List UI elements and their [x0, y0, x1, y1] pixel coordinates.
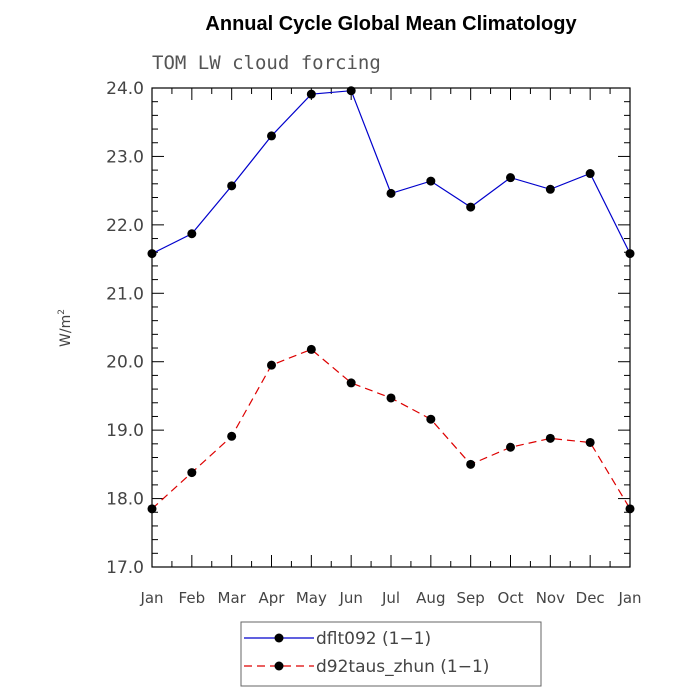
data-point [585, 169, 595, 179]
axis-ticks [151, 87, 631, 568]
legend-marker [274, 633, 284, 643]
y-axis-label-superscript: 2 [57, 309, 67, 315]
data-point [625, 249, 635, 259]
chart-subtitle: TOM LW cloud forcing [152, 52, 381, 74]
x-tick-label: Mar [218, 589, 247, 607]
data-point [267, 131, 276, 141]
series-line [151, 90, 631, 255]
data-point [386, 188, 396, 198]
x-tick-label: Dec [576, 589, 605, 607]
y-tick-label: 20.0 [106, 353, 144, 373]
series-layer [147, 86, 635, 514]
data-point [187, 468, 197, 478]
data-point [227, 431, 237, 441]
legend: dflt092 (1−1) d92taus_zhun (1−1) [240, 621, 542, 687]
legend-entries: dflt092 (1−1) d92taus_zhun (1−1) [244, 629, 489, 677]
y-tick-label: 18.0 [106, 490, 144, 510]
data-point [346, 86, 356, 96]
y-tick-label: 22.0 [106, 216, 144, 236]
data-point [386, 393, 396, 403]
data-point [506, 442, 515, 452]
y-tick-label: 19.0 [106, 421, 144, 441]
y-tick-label: 21.0 [106, 284, 144, 304]
x-tick-label: Jul [381, 589, 400, 607]
x-tick-label: Jan [617, 589, 641, 607]
x-tick-label: Sep [457, 589, 485, 607]
plot-frame [151, 87, 631, 568]
data-point [227, 181, 237, 191]
x-tick-label: Feb [179, 589, 206, 607]
data-point [426, 414, 436, 424]
x-tick-labels: Jan Feb Mar Apr May Jun Jul Aug Sep Oct Nov Dec Jan [139, 589, 641, 607]
y-axis-label: W/m2 [57, 309, 74, 347]
y-tick-label: 17.0 [106, 558, 144, 578]
data-point [545, 184, 555, 194]
data-point [585, 437, 595, 447]
legend-marker [274, 661, 284, 671]
x-tick-label: Aug [416, 589, 445, 607]
x-tick-label: May [296, 589, 327, 607]
series-2 [147, 344, 635, 514]
svg-text:W/m2: W/m2 [57, 309, 74, 347]
y-axis-label-base: W/m [58, 315, 74, 347]
x-tick-label: Jun [338, 589, 362, 607]
series-1 [147, 86, 635, 259]
legend-label: dflt092 (1−1) [316, 629, 431, 649]
data-point [466, 202, 476, 212]
data-point [466, 459, 476, 469]
data-point [426, 176, 436, 186]
y-tick-label: 24.0 [106, 79, 144, 99]
y-tick-labels: 17.0 18.0 19.0 20.0 21.0 22.0 23.0 24.0 [106, 79, 144, 578]
legend-entry: dflt092 (1−1) [244, 629, 431, 649]
x-tick-label: Jan [139, 589, 163, 607]
y-tick-label: 23.0 [106, 147, 144, 167]
data-point [306, 89, 316, 99]
data-point [506, 173, 515, 183]
data-point [545, 433, 555, 443]
x-tick-label: Nov [536, 589, 565, 607]
x-tick-label: Apr [259, 589, 286, 607]
data-point [346, 378, 356, 388]
series-line [151, 348, 631, 510]
data-point [625, 504, 635, 514]
data-point [147, 504, 157, 514]
data-point [147, 249, 157, 259]
data-point [187, 229, 197, 239]
x-tick-label: Oct [498, 589, 524, 607]
legend-entry: d92taus_zhun (1−1) [244, 657, 489, 677]
data-point [267, 360, 276, 370]
data-point [306, 344, 316, 354]
legend-label: d92taus_zhun (1−1) [316, 657, 489, 677]
legend-box [240, 621, 542, 687]
chart-title: Annual Cycle Global Mean Climatology [205, 13, 577, 35]
